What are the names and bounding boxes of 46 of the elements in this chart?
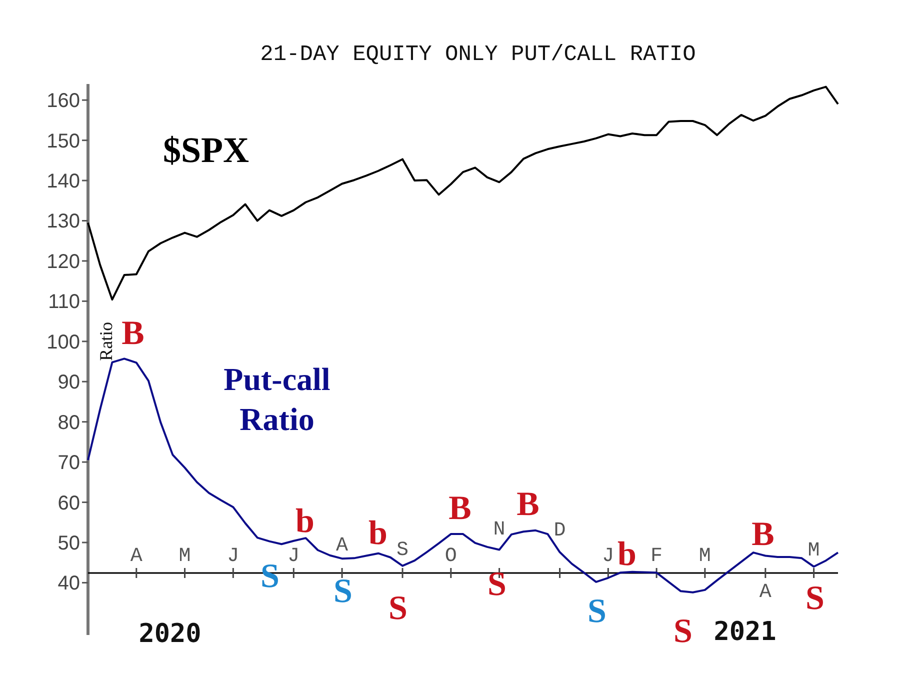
x-tick-label: A [130, 545, 142, 568]
y-tick-label: 120 [46, 250, 80, 273]
x-tick-label: M [808, 540, 820, 563]
annotation: S [806, 580, 824, 617]
annotation: B [448, 490, 472, 527]
x-tick-label: M [178, 545, 191, 568]
y-tick-label: 100 [46, 331, 80, 354]
chart-title: 21-DAY EQUITY ONLY PUT/CALL RATIO [260, 42, 696, 67]
x-tick-label: J [227, 545, 240, 568]
annotation: B [122, 314, 144, 352]
annotation: b [368, 514, 388, 552]
annotation: 2021 [714, 617, 776, 648]
series-label: Put-call Ratio [224, 361, 330, 437]
annotation: S [388, 590, 408, 627]
y-axis-title: Ratio [96, 322, 116, 361]
y-tick-label: 90 [58, 372, 80, 394]
annotation: b [618, 536, 636, 573]
series-label: $SPX [163, 130, 250, 170]
annotation: 2020 [138, 619, 202, 650]
x-tick-label: O [444, 545, 457, 568]
y-tick-label: 60 [58, 492, 80, 514]
y-tick-label: 40 [58, 572, 80, 595]
x-tick-label: D [554, 519, 566, 542]
x-tick-label: F [650, 545, 663, 568]
y-tick-label: 130 [46, 210, 80, 233]
y-tick-label: 160 [46, 90, 80, 112]
annotation: S [674, 612, 692, 650]
y-tick-label: 50 [58, 532, 80, 554]
y-tick-label: 140 [46, 170, 80, 193]
y-tick-label: 110 [48, 291, 80, 314]
x-tick-label: J [602, 545, 614, 568]
x-tick-label: S [396, 538, 409, 562]
annotation: S [588, 592, 606, 630]
x-tick-label: A [336, 534, 348, 558]
x-tick-label: N [493, 518, 506, 542]
annotation: B [752, 516, 774, 553]
line-series [87, 86, 839, 301]
annotation: b [296, 502, 314, 540]
annotation: S [334, 572, 352, 610]
y-tick-label: 80 [58, 412, 80, 434]
annotation: B [516, 486, 540, 523]
x-tick-label: J [288, 545, 300, 568]
y-tick-label: 70 [58, 452, 80, 474]
x-tick-label: A [759, 581, 772, 604]
x-tick-label: M [698, 545, 711, 568]
y-tick-label: 150 [46, 130, 80, 152]
